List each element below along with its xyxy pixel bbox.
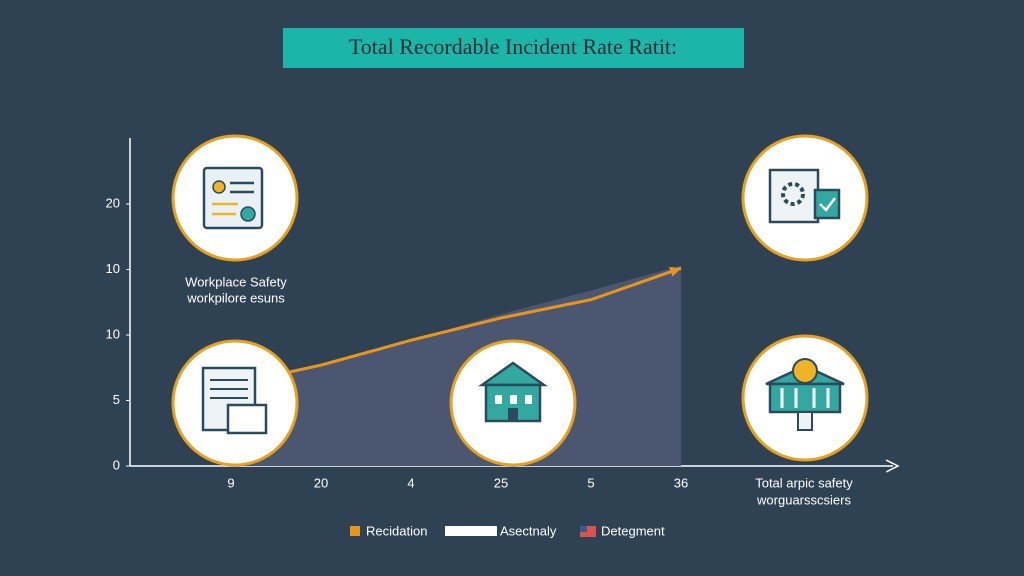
x-tick-label: 9 [227,475,234,490]
y-tick-label: 5 [113,392,120,407]
x-tick-label: 20 [314,475,328,490]
legend-label: Asectnaly [500,523,557,538]
annotation-line: workpilore esuns [186,290,285,305]
y-tick-label: 10 [106,326,120,341]
x-tick-label: 4 [407,475,414,490]
icon-bank [741,334,869,462]
icon-building [449,339,577,467]
x-tick-label: 36 [674,475,688,490]
icon-gear-check [741,134,869,262]
legend: Recidation Asectnaly Detegment [350,523,665,538]
legend-swatch [580,526,587,532]
legend-swatch [350,526,360,536]
area [231,265,681,466]
annotation-line: worguarsscsiers [756,492,851,507]
y-tick-label: 0 [113,457,120,472]
legend-label: Detegment [601,523,665,538]
title-box [283,28,744,68]
annotation-line: Workplace Safety [185,274,287,289]
trend-line [230,266,682,387]
x-tick-label: 25 [494,475,508,490]
icons [171,134,869,467]
x-tick-label: 5 [587,475,594,490]
legend-label: Recidation [366,523,427,538]
icon-report [171,339,299,467]
legend-swatch [445,526,497,536]
y-tick-label: 10 [106,261,120,276]
icon-document [171,134,299,262]
x-axis-arrow [885,459,900,473]
trend-arrow [669,266,681,277]
legend-swatch [580,526,596,537]
plot-area [230,265,682,466]
chart-title: Total Recordable Incident Rate Ratit: [349,34,677,59]
y-tick-label: 20 [106,195,120,210]
annotation-line: Total arpic safety [755,475,853,490]
